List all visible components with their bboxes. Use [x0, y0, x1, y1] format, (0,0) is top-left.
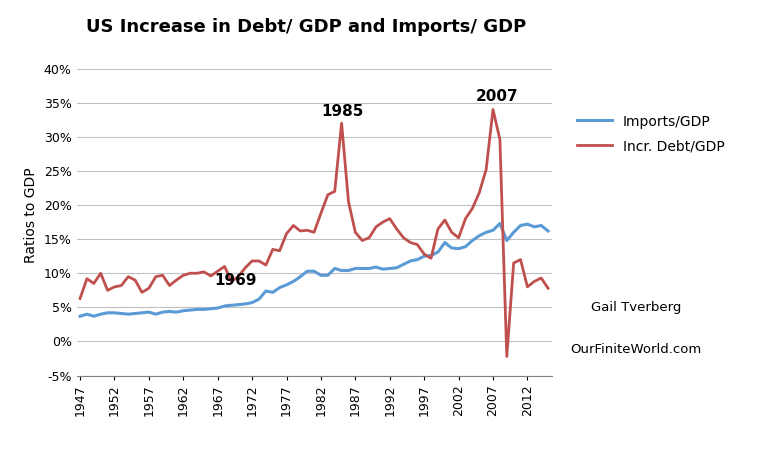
Imports/GDP — [110, 310, 119, 316]
Text: Gail Tverberg: Gail Tverberg — [591, 301, 681, 315]
Line: Incr. Debt/GDP: Incr. Debt/GDP — [80, 109, 548, 356]
Imports/GDP — [165, 309, 174, 314]
Text: 1969: 1969 — [214, 273, 257, 288]
Incr. Debt/GDP — [151, 274, 160, 279]
Text: 1985: 1985 — [321, 104, 363, 120]
Imports/GDP — [234, 302, 243, 307]
Imports/GDP — [227, 303, 236, 308]
Y-axis label: Ratios to GDP: Ratios to GDP — [25, 168, 38, 263]
Incr. Debt/GDP — [110, 284, 119, 289]
Incr. Debt/GDP — [344, 199, 353, 204]
Incr. Debt/GDP — [75, 296, 84, 301]
Incr. Debt/GDP — [489, 107, 498, 112]
Line: Imports/GDP: Imports/GDP — [80, 224, 548, 316]
Imports/GDP — [496, 221, 505, 226]
Incr. Debt/GDP — [544, 285, 553, 291]
Text: US Increase in Debt/ GDP and Imports/ GDP: US Increase in Debt/ GDP and Imports/ GD… — [87, 18, 526, 36]
Incr. Debt/GDP — [537, 275, 546, 281]
Text: 2007: 2007 — [476, 89, 519, 104]
Imports/GDP — [537, 223, 546, 228]
Imports/GDP — [75, 313, 84, 319]
Incr. Debt/GDP — [502, 354, 512, 359]
Imports/GDP — [544, 228, 553, 234]
Imports/GDP — [344, 268, 353, 273]
Legend: Imports/GDP, Incr. Debt/GDP: Imports/GDP, Incr. Debt/GDP — [570, 108, 732, 161]
Incr. Debt/GDP — [165, 283, 174, 288]
Incr. Debt/GDP — [434, 226, 443, 232]
Text: OurFiniteWorld.com: OurFiniteWorld.com — [570, 343, 702, 356]
